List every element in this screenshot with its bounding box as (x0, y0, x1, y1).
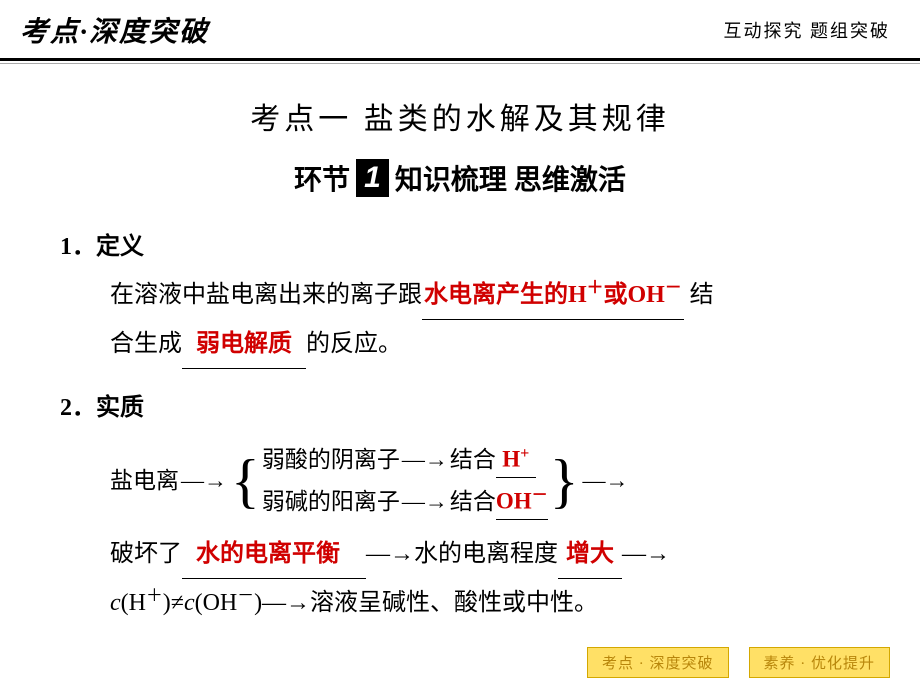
item-2-title: 2．实质 (40, 384, 880, 432)
header-right-subtitle: 互动探究 题组突破 (724, 17, 891, 43)
footer-button-2[interactable]: 素养 · 优化提升 (749, 647, 891, 678)
main-title: 考点一 盐类的水解及其规律 (40, 94, 880, 138)
section-suffix: 知识梳理 思维激活 (395, 158, 626, 198)
item-1: 1．定义 在溶液中盐电离出来的离子跟水电离产生的H＋或OH－ 结 合生成 弱电解… (40, 223, 880, 369)
item-2-line4: c(H＋)≠c(OH－)—→溶液呈碱性、酸性或中性。 (40, 579, 880, 627)
section-prefix: 环节 (294, 158, 350, 198)
blank-3: 水的电离平衡 (182, 530, 366, 579)
section-number-box: 1 (356, 159, 389, 197)
page-header: 考点·深度突破 互动探究 题组突破 (0, 0, 920, 61)
blank-2: 弱电解质 (182, 320, 306, 369)
blank-h: H+ (496, 442, 536, 478)
item-2-line3: 破坏了 水的电离平衡 —→水的电离程度 增大 —→ (40, 530, 880, 579)
section-title: 环节 1 知识梳理 思维激活 (40, 158, 880, 198)
header-left-title: 考点·深度突破 (20, 10, 209, 50)
arrow-icon-2: —→ (583, 464, 629, 499)
left-brace-icon: { (231, 451, 260, 511)
main-content: 考点一 盐类的水解及其规律 环节 1 知识梳理 思维激活 1．定义 在溶液中盐电… (0, 64, 920, 627)
right-brace-icon: } (550, 451, 579, 511)
footer-nav: 考点 · 深度突破 素养 · 优化提升 (587, 647, 890, 678)
item-1-title: 1．定义 (40, 223, 880, 271)
brace-diagram: 盐电离 —→ { 弱酸的阴离子 —→ 结合 H+ 弱碱的阳离子 —→ 结合 OH… (40, 442, 880, 520)
blank-1: 水电离产生的H＋或OH－ (422, 271, 684, 320)
arrow-icon: —→ (181, 464, 227, 499)
item-1-body: 在溶液中盐电离出来的离子跟水电离产生的H＋或OH－ 结 合生成 弱电解质 的反应… (40, 271, 880, 369)
brace-content: 弱酸的阴离子 —→ 结合 H+ 弱碱的阳离子 —→ 结合 OH－ (262, 442, 548, 520)
brace-row-2: 弱碱的阳离子 —→ 结合 OH－ (262, 484, 548, 520)
footer-button-1[interactable]: 考点 · 深度突破 (587, 647, 729, 678)
blank-4: 增大 (558, 530, 622, 579)
brace-row-1: 弱酸的阴离子 —→ 结合 H+ (262, 442, 548, 478)
blank-oh: OH－ (496, 484, 548, 520)
item-2: 2．实质 盐电离 —→ { 弱酸的阴离子 —→ 结合 H+ 弱碱的阳离子 —→ … (40, 384, 880, 627)
